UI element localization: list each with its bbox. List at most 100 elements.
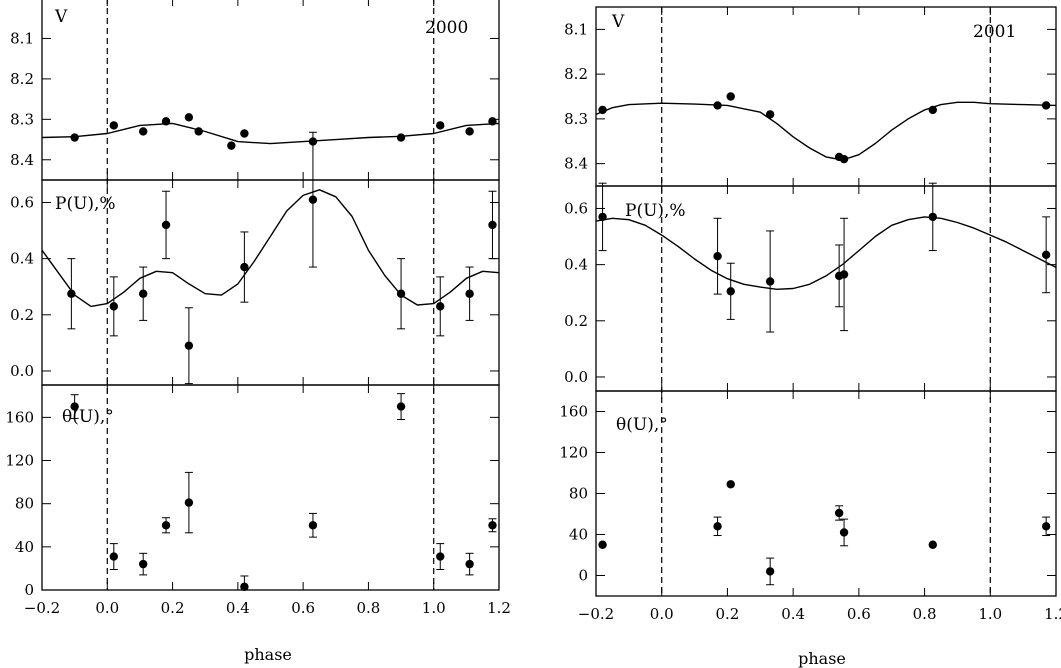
panel-1: 8.1 8.2 8.3 8.4 V [10, 0, 500, 181]
data-point [70, 133, 79, 142]
data-point [726, 480, 735, 489]
data-point [436, 121, 445, 130]
y-tick-label: 8.1 [564, 20, 588, 38]
x-tick-label: 1.0 [422, 599, 446, 617]
y-tick-label: 80 [569, 485, 588, 503]
data-point [184, 498, 194, 507]
y-tick-label: 0.0 [564, 368, 588, 386]
data-point [67, 289, 76, 298]
x-tick-label: 1.0 [978, 605, 1002, 623]
data-point [396, 402, 406, 411]
data-point [138, 289, 148, 298]
data-point [839, 528, 849, 537]
data-point [598, 212, 607, 222]
y-tick-label: 8.3 [10, 110, 34, 128]
y-tick-label: 160 [559, 403, 588, 421]
data-point [834, 508, 844, 518]
panel-3: 0 40 80 120 160 θ(U),° [5, 384, 500, 599]
data-point [928, 212, 937, 222]
data-point [765, 110, 775, 119]
y-tick-label: 0.2 [10, 306, 34, 324]
data-point [138, 559, 148, 569]
data-point [928, 540, 937, 549]
x-tick-label: 0.0 [650, 605, 674, 623]
data-point [109, 552, 119, 561]
panel-label: V [611, 12, 625, 32]
data-point [488, 117, 497, 126]
data-point [227, 141, 236, 150]
data-point [396, 133, 406, 142]
data-point [109, 302, 119, 311]
x-tick-label: 1.2 [1044, 605, 1061, 623]
data-point [70, 402, 79, 411]
panel-label: P(U),% [55, 194, 116, 214]
year-label: 2000 [425, 18, 468, 38]
model-curve [595, 216, 1057, 290]
data-point [1041, 101, 1051, 110]
data-point [465, 559, 474, 569]
data-point [1041, 522, 1051, 531]
data-point [184, 341, 194, 350]
data-point [1041, 250, 1051, 260]
chart-2000: 8.1 8.2 8.3 8.4 V 0.0 0.2 0.4 0.6 P(U),% 0 40 80 120 1… [5, 0, 511, 664]
y-tick-label: 0.4 [10, 250, 34, 268]
data-point [184, 113, 194, 122]
y-tick-label: 8.1 [10, 29, 34, 47]
y-tick-label: 120 [559, 444, 588, 462]
model-curve [595, 101, 1057, 161]
x-tick-label: 1.2 [487, 599, 511, 617]
data-point [194, 127, 203, 136]
y-tick-label: 0.6 [564, 199, 588, 217]
y-tick-label: 0.2 [564, 312, 588, 330]
panel-label: θ(U),° [62, 407, 114, 427]
data-point [765, 567, 775, 576]
data-point [928, 105, 937, 115]
x-tick-label: 0.0 [95, 599, 119, 617]
data-point [839, 270, 849, 279]
model-curve [41, 189, 500, 308]
data-point [161, 521, 171, 530]
x-tick-label: 0.4 [226, 599, 250, 617]
y-tick-label: 8.2 [10, 70, 34, 88]
panel-label: θ(U),° [616, 415, 668, 435]
y-tick-label: 0.6 [10, 193, 34, 211]
data-point [436, 302, 445, 311]
data-point [765, 277, 775, 286]
panel-1: 8.1 8.2 8.3 8.4 V [564, 6, 1057, 187]
year-label: 2001 [973, 22, 1016, 42]
data-point [713, 522, 722, 531]
data-point [436, 552, 445, 561]
panel-3: 0 40 80 120 160 θ(U),° [559, 390, 1057, 597]
panel-2: 0.0 0.2 0.4 0.6 P(U),% [564, 182, 1057, 392]
data-point [138, 127, 148, 136]
x-tick-label: 0.2 [161, 599, 185, 617]
data-point [240, 582, 249, 591]
x-tick-label: 0.8 [913, 605, 937, 623]
y-tick-label: 0 [578, 567, 588, 585]
y-tick-label: 160 [5, 408, 34, 426]
x-tick-label: −0.2 [24, 599, 60, 617]
y-tick-label: 40 [15, 538, 34, 556]
x-tick-label: 0.6 [291, 599, 315, 617]
y-tick-label: 8.4 [10, 151, 34, 169]
panel-frame [41, 384, 500, 591]
panel-2: 0.0 0.2 0.4 0.6 P(U),% [10, 131, 500, 386]
chart-2001: 8.1 8.2 8.3 8.4 V 0.0 0.2 0.4 0.6 P(U),% 0 40 80 120 1… [559, 6, 1061, 668]
data-point [488, 220, 497, 230]
data-point [240, 129, 249, 138]
data-point [240, 262, 249, 272]
data-point [308, 521, 318, 530]
y-tick-label: 8.4 [564, 155, 588, 173]
y-tick-label: 40 [569, 526, 588, 544]
x-tick-label: 0.6 [847, 605, 871, 623]
data-point [465, 127, 474, 136]
y-tick-label: 120 [5, 452, 34, 470]
x-axis-title: phase [798, 649, 846, 668]
x-tick-label: 0.4 [781, 605, 805, 623]
data-point [726, 287, 735, 296]
data-point [839, 154, 849, 164]
data-point [161, 117, 171, 126]
x-axis-title: phase [244, 645, 292, 664]
y-tick-label: 0.4 [564, 256, 588, 274]
